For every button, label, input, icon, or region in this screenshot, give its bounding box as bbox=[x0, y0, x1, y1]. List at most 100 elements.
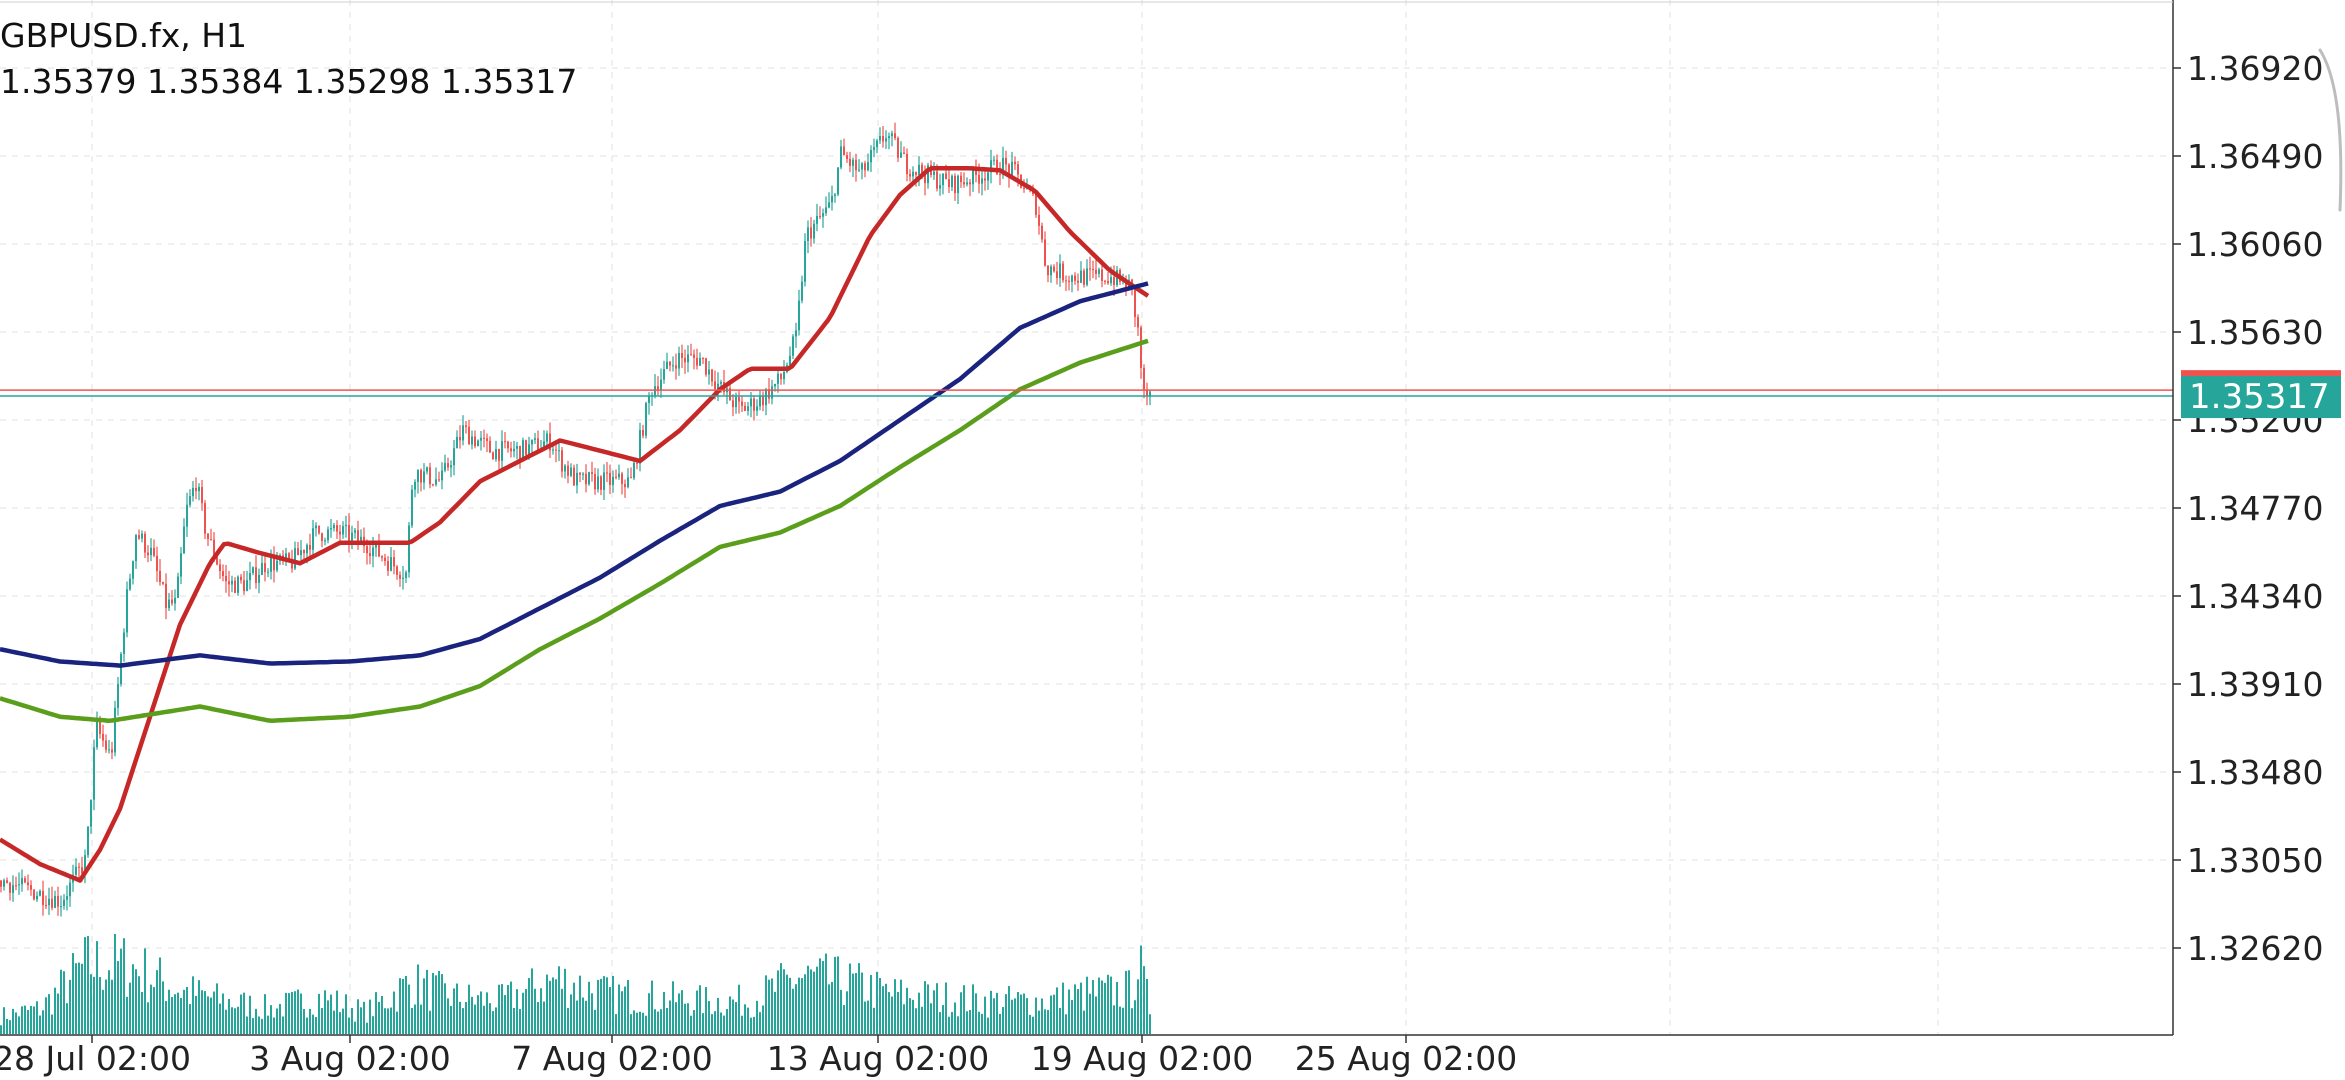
volume-bar bbox=[648, 993, 650, 1034]
candle-body bbox=[168, 599, 170, 609]
y-tick-label: 1.33910 bbox=[2187, 665, 2323, 704]
volume-bar bbox=[474, 1004, 476, 1034]
candle-body bbox=[186, 504, 188, 527]
volume-bar bbox=[567, 1008, 569, 1034]
candle-body bbox=[135, 535, 137, 562]
volume-bar bbox=[360, 1007, 362, 1034]
candle-body bbox=[501, 441, 503, 461]
candle-body bbox=[345, 524, 347, 527]
volume-bar bbox=[186, 986, 188, 1034]
volume-bar bbox=[129, 982, 131, 1034]
volume-bar bbox=[792, 988, 794, 1034]
candle-body bbox=[1065, 280, 1067, 282]
candle-body bbox=[351, 532, 353, 542]
candle-body bbox=[570, 467, 572, 476]
candle-body bbox=[1083, 270, 1085, 285]
candle-body bbox=[27, 882, 29, 886]
candle-body bbox=[927, 165, 929, 184]
volume-bar bbox=[834, 956, 836, 1034]
volume-bar bbox=[852, 973, 854, 1034]
candle-body bbox=[516, 446, 518, 449]
candle-body bbox=[978, 174, 980, 184]
volume-bar bbox=[60, 969, 62, 1034]
volume-bar bbox=[678, 993, 680, 1034]
volume-bar bbox=[108, 970, 110, 1034]
volume-bar bbox=[576, 1000, 578, 1034]
volume-bar bbox=[126, 996, 128, 1034]
candle-body bbox=[303, 550, 305, 554]
candle-body bbox=[231, 580, 233, 585]
moving-averages bbox=[0, 166, 1150, 883]
volume-bar bbox=[9, 1020, 11, 1034]
volume-bar bbox=[978, 1011, 980, 1034]
volume-bar bbox=[294, 991, 296, 1034]
candle-body bbox=[933, 171, 935, 175]
candle-body bbox=[69, 882, 71, 897]
volume-bar bbox=[54, 987, 56, 1034]
volume-bar bbox=[894, 979, 896, 1034]
scroll-handle-icon[interactable] bbox=[2318, 48, 2343, 212]
candle-body bbox=[747, 406, 749, 411]
volume-bar bbox=[165, 1001, 167, 1034]
volume-bar bbox=[1050, 995, 1052, 1034]
candle-body bbox=[216, 556, 218, 565]
volume-bar bbox=[744, 1004, 746, 1034]
candle-body bbox=[906, 153, 908, 175]
volume-bar bbox=[954, 1002, 956, 1034]
volume-bar bbox=[861, 972, 863, 1034]
candle-body bbox=[423, 471, 425, 483]
candle-body bbox=[1050, 266, 1052, 276]
candle-body bbox=[219, 564, 221, 572]
candle-body bbox=[996, 159, 998, 175]
candle-body bbox=[255, 567, 257, 583]
volume-bar bbox=[885, 983, 887, 1034]
candle-body bbox=[504, 441, 506, 443]
candle-body bbox=[486, 438, 488, 441]
volume-bar bbox=[498, 984, 500, 1034]
volume-bar bbox=[1128, 970, 1130, 1034]
candle-body bbox=[474, 436, 476, 447]
volume-bar bbox=[399, 978, 401, 1034]
volume-bar bbox=[135, 969, 137, 1034]
candle-body bbox=[165, 583, 167, 609]
y-tick-label: 1.33050 bbox=[2187, 841, 2323, 880]
volume-bar bbox=[540, 988, 542, 1034]
candle-body bbox=[555, 449, 557, 451]
volume-bar bbox=[681, 990, 683, 1034]
volume-bar bbox=[105, 979, 107, 1034]
candle-body bbox=[945, 173, 947, 180]
volume-bar bbox=[327, 1000, 329, 1034]
volume-bar bbox=[363, 1001, 365, 1034]
volume-bar bbox=[522, 992, 524, 1034]
volume-bar bbox=[588, 981, 590, 1034]
volume-bar bbox=[1032, 1016, 1034, 1034]
candle-body bbox=[393, 557, 395, 567]
volume-bar bbox=[729, 996, 731, 1034]
candle-body bbox=[1092, 269, 1094, 271]
candle-body bbox=[1023, 187, 1025, 189]
volume-bar bbox=[390, 1007, 392, 1034]
candle-body bbox=[840, 146, 842, 168]
candle-body bbox=[78, 866, 80, 868]
volume-bar bbox=[285, 992, 287, 1034]
volume-bar bbox=[1116, 981, 1118, 1034]
volume-bar bbox=[1026, 998, 1028, 1034]
candle-body bbox=[600, 476, 602, 490]
volume-bar bbox=[0, 1025, 2, 1034]
candle-body bbox=[471, 436, 473, 445]
volume-bar bbox=[369, 999, 371, 1034]
candle-body bbox=[537, 438, 539, 451]
volume-bar bbox=[318, 993, 320, 1034]
volume-bar bbox=[432, 973, 434, 1034]
candle-body bbox=[357, 530, 359, 541]
volume-bar bbox=[1095, 996, 1097, 1034]
volume-bar bbox=[510, 981, 512, 1034]
candle-body bbox=[132, 561, 134, 579]
volume-bar bbox=[672, 981, 674, 1034]
volume-bar bbox=[504, 995, 506, 1034]
volume-bar bbox=[282, 1016, 284, 1034]
volume-bar bbox=[99, 977, 101, 1034]
candle-body bbox=[810, 227, 812, 239]
volume-bar bbox=[240, 994, 242, 1034]
